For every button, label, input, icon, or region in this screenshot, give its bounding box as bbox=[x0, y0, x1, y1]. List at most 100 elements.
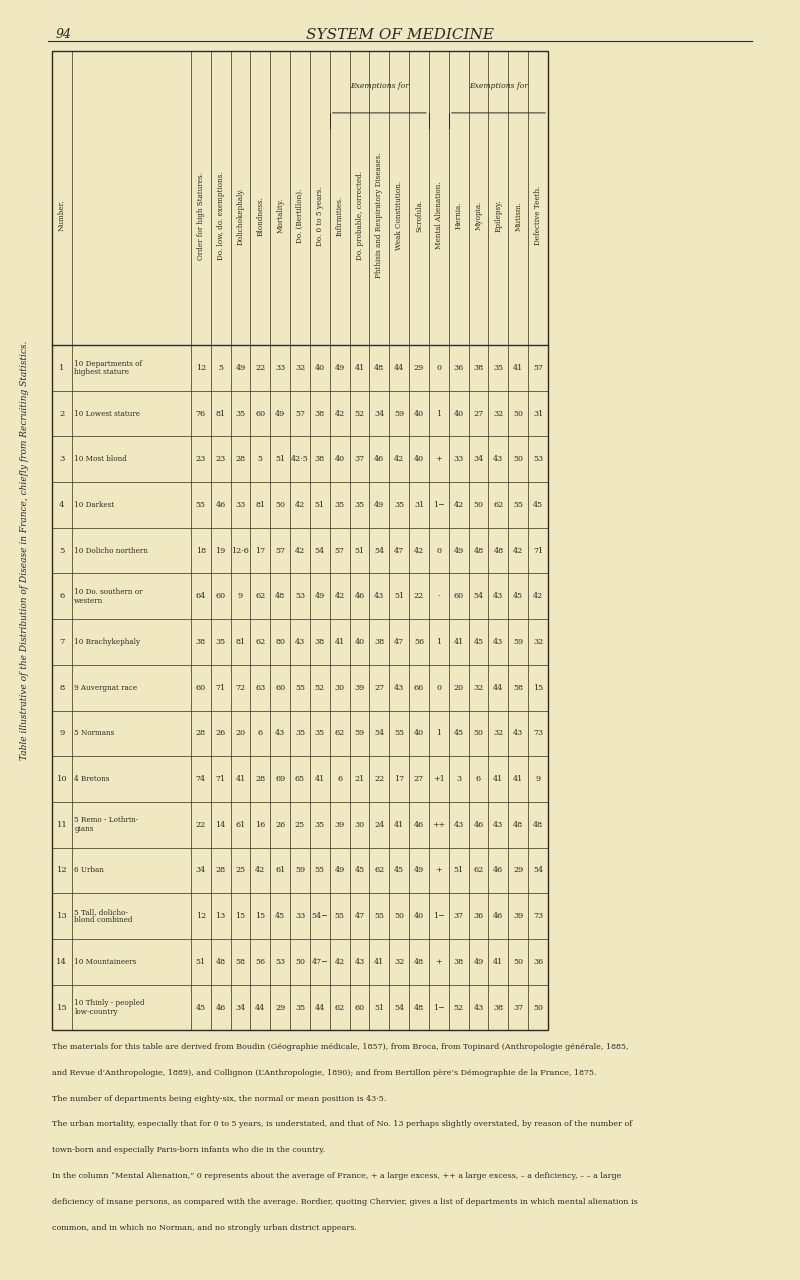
Text: 14: 14 bbox=[57, 957, 67, 966]
Text: 64: 64 bbox=[196, 593, 206, 600]
Text: 54: 54 bbox=[394, 1004, 404, 1011]
Text: 37: 37 bbox=[354, 456, 365, 463]
Text: 47: 47 bbox=[394, 637, 404, 646]
Text: 46: 46 bbox=[494, 913, 503, 920]
Text: 72: 72 bbox=[235, 684, 246, 691]
Text: 35: 35 bbox=[394, 500, 404, 509]
Text: 6: 6 bbox=[258, 730, 263, 737]
Text: 33: 33 bbox=[295, 913, 305, 920]
Text: 49: 49 bbox=[334, 364, 345, 371]
Text: Exemptions for: Exemptions for bbox=[350, 82, 409, 91]
Text: 55: 55 bbox=[334, 913, 345, 920]
Text: 38: 38 bbox=[314, 637, 325, 646]
Text: Myopia.: Myopia. bbox=[474, 201, 482, 230]
Text: 40: 40 bbox=[334, 456, 345, 463]
Text: 51: 51 bbox=[374, 1004, 385, 1011]
Text: 51: 51 bbox=[314, 500, 325, 509]
Text: 35: 35 bbox=[334, 500, 345, 509]
Text: 80: 80 bbox=[275, 637, 285, 646]
Text: 35: 35 bbox=[295, 1004, 305, 1011]
Text: 15: 15 bbox=[235, 913, 246, 920]
Text: 35: 35 bbox=[314, 820, 325, 828]
Text: 41: 41 bbox=[513, 364, 523, 371]
Text: Dolichokephaly.: Dolichokephaly. bbox=[237, 187, 245, 244]
Text: 36: 36 bbox=[533, 957, 543, 966]
Text: 50: 50 bbox=[275, 500, 285, 509]
Text: 69: 69 bbox=[275, 776, 286, 783]
Text: 56: 56 bbox=[255, 957, 266, 966]
Text: 42: 42 bbox=[255, 867, 266, 874]
Text: 10 Brachykephaly: 10 Brachykephaly bbox=[74, 637, 141, 646]
Text: 81: 81 bbox=[235, 637, 246, 646]
Text: 42: 42 bbox=[295, 500, 305, 509]
Text: Do. low, do. exemptions.: Do. low, do. exemptions. bbox=[217, 172, 225, 260]
Text: 48: 48 bbox=[215, 957, 226, 966]
Text: 41: 41 bbox=[494, 957, 503, 966]
Text: 43: 43 bbox=[494, 456, 503, 463]
Text: 5: 5 bbox=[258, 456, 263, 463]
Text: 28: 28 bbox=[215, 867, 226, 874]
Text: The number of departments being eighty-six, the normal or mean position is 43·5.: The number of departments being eighty-s… bbox=[52, 1094, 386, 1102]
Text: town-born and especially Paris-born infants who die in the country.: town-born and especially Paris-born infa… bbox=[52, 1147, 326, 1155]
Text: 62: 62 bbox=[374, 867, 385, 874]
Text: 81: 81 bbox=[215, 410, 226, 417]
Text: 31: 31 bbox=[414, 500, 424, 509]
Text: 2: 2 bbox=[59, 410, 65, 417]
Text: 41: 41 bbox=[513, 776, 523, 783]
Text: 10 Lowest stature: 10 Lowest stature bbox=[74, 410, 140, 417]
Text: 55: 55 bbox=[514, 500, 523, 509]
Text: 48: 48 bbox=[474, 547, 484, 554]
Text: 52: 52 bbox=[354, 410, 365, 417]
Text: 45: 45 bbox=[354, 867, 365, 874]
Text: ·: · bbox=[438, 593, 440, 600]
Text: 45: 45 bbox=[275, 913, 286, 920]
Text: 0: 0 bbox=[436, 364, 442, 371]
Text: 34: 34 bbox=[474, 456, 484, 463]
Text: 48: 48 bbox=[414, 957, 424, 966]
Text: 47: 47 bbox=[354, 913, 365, 920]
Text: 9 Auvergnat race: 9 Auvergnat race bbox=[74, 684, 138, 691]
Text: 62: 62 bbox=[474, 867, 484, 874]
Text: 1−: 1− bbox=[433, 1004, 445, 1011]
Text: 53: 53 bbox=[295, 593, 305, 600]
Text: 51: 51 bbox=[354, 547, 365, 554]
Text: Order for high Statures.: Order for high Statures. bbox=[197, 172, 205, 260]
Text: 59: 59 bbox=[295, 867, 305, 874]
Text: 57: 57 bbox=[295, 410, 305, 417]
Text: 9: 9 bbox=[238, 593, 243, 600]
Text: 45: 45 bbox=[394, 867, 404, 874]
Text: 43: 43 bbox=[494, 820, 503, 828]
Text: 43: 43 bbox=[494, 637, 503, 646]
Text: 41: 41 bbox=[394, 820, 404, 828]
Text: 81: 81 bbox=[255, 500, 266, 509]
Text: 40: 40 bbox=[414, 456, 424, 463]
Text: 47−: 47− bbox=[311, 957, 328, 966]
Text: 4 Bretons: 4 Bretons bbox=[74, 776, 110, 783]
Text: 40: 40 bbox=[414, 730, 424, 737]
Text: 1: 1 bbox=[436, 730, 442, 737]
Text: 30: 30 bbox=[334, 684, 345, 691]
Text: 60: 60 bbox=[454, 593, 464, 600]
Text: 5 Remo - Lothrin-
gians: 5 Remo - Lothrin- gians bbox=[74, 817, 138, 833]
Text: 63: 63 bbox=[255, 684, 266, 691]
Text: Phthisis and Respiratory Diseases.: Phthisis and Respiratory Diseases. bbox=[375, 152, 383, 279]
Text: 48: 48 bbox=[414, 1004, 424, 1011]
Text: 5: 5 bbox=[218, 364, 223, 371]
Text: 42: 42 bbox=[454, 500, 464, 509]
Text: 33: 33 bbox=[235, 500, 246, 509]
Text: The urban mortality, especially that for 0 to 5 years, is understated, and that : The urban mortality, especially that for… bbox=[52, 1120, 632, 1129]
Text: 6: 6 bbox=[59, 593, 65, 600]
Text: 22: 22 bbox=[374, 776, 385, 783]
Text: 5 Normans: 5 Normans bbox=[74, 730, 114, 737]
Text: 12: 12 bbox=[196, 364, 206, 371]
Text: 57: 57 bbox=[533, 364, 543, 371]
Text: Blondness.: Blondness. bbox=[256, 196, 264, 236]
Text: 54−: 54− bbox=[311, 913, 328, 920]
Text: and Revue d’Anthropologie, 1889), and Collignon (L’Anthropologie, 1890); and fro: and Revue d’Anthropologie, 1889), and Co… bbox=[52, 1069, 597, 1076]
Text: 57: 57 bbox=[334, 547, 345, 554]
Text: 28: 28 bbox=[196, 730, 206, 737]
Text: 60: 60 bbox=[275, 684, 286, 691]
Text: 10 Thinly - peopled
low-country: 10 Thinly - peopled low-country bbox=[74, 1000, 145, 1016]
Text: 5: 5 bbox=[59, 547, 65, 554]
Text: 65: 65 bbox=[295, 776, 305, 783]
